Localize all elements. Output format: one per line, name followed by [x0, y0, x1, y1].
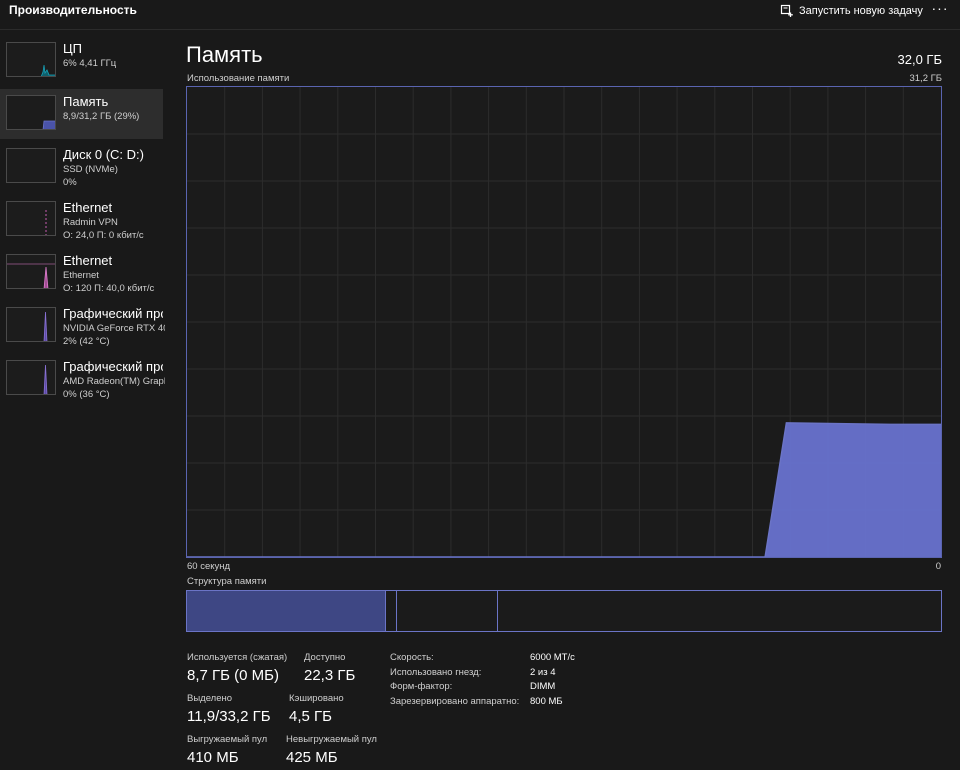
stat-cached: Кэшировано 4,5 ГБ	[289, 693, 344, 725]
more-options-button[interactable]: ···	[931, 0, 949, 16]
sidebar-item-detail: Radmin VPN	[63, 217, 118, 228]
sidebar-item-label: Ethernet	[63, 200, 113, 215]
sidebar-item-memory[interactable]: Память 8,9/31,2 ГБ (29%)	[0, 89, 163, 139]
sidebar-item-detail: 8,9/31,2 ГБ (29%)	[63, 111, 140, 122]
memory-structure-label: Структура памяти	[187, 576, 267, 587]
stat-available: Доступно 22,3 ГБ	[304, 652, 355, 684]
stat-paged-pool: Выгружаемый пул 410 МБ	[187, 734, 267, 766]
sidebar-item-label: ЦП	[63, 41, 82, 56]
gpu-graph-icon	[6, 307, 56, 342]
stat-value: 410 МБ	[187, 749, 239, 766]
property-value: 6000 МТ/с	[530, 652, 575, 663]
property-value: DIMM	[530, 681, 556, 692]
stat-label: Используется (сжатая)	[187, 652, 288, 663]
sidebar: ЦП 6% 4,41 ГГц Память 8,9/31,2 ГБ (29%) …	[0, 36, 168, 407]
section-title: Память	[186, 42, 263, 67]
ethernet-graph-icon	[6, 201, 56, 236]
sidebar-item-detail: SSD (NVMe)	[63, 164, 118, 175]
structure-in-use-segment[interactable]	[187, 591, 386, 631]
graph-max-value: 31,2 ГБ	[909, 73, 942, 84]
structure-standby-segment[interactable]	[397, 591, 499, 631]
sidebar-item-value: О: 120 П: 40,0 кбит/с	[63, 283, 155, 294]
property-value: 800 МБ	[530, 695, 563, 707]
page-title: Производительность	[9, 3, 137, 17]
sidebar-item-cpu[interactable]: ЦП 6% 4,41 ГГц	[0, 36, 163, 86]
cpu-graph-icon	[6, 42, 56, 77]
sidebar-item-detail: Ethernet	[63, 270, 99, 281]
sidebar-item-detail: AMD Radeon(TM) Graphics	[63, 376, 165, 387]
sidebar-item-gpu-1[interactable]: Графический процессор 1 AMD Radeon(TM) G…	[0, 354, 165, 404]
sidebar-item-gpu-0[interactable]: Графический процессор 0 NVIDIA GeForce R…	[0, 301, 165, 351]
memory-structure-bar[interactable]	[186, 590, 942, 632]
memory-usage-chart	[187, 87, 941, 558]
sidebar-item-value: О: 24,0 П: 0 кбит/с	[63, 230, 144, 241]
sidebar-item-disk[interactable]: Диск 0 (C: D:) SSD (NVMe) 0%	[0, 142, 163, 192]
sidebar-item-label: Диск 0 (C: D:)	[63, 147, 144, 162]
property-key: Скорость:	[390, 652, 434, 663]
stat-value: 22,3 ГБ	[304, 667, 356, 684]
property-key: Зарезервировано аппаратно:	[390, 695, 520, 707]
memory-properties: Скорость: 6000 МТ/с Использовано гнезд: …	[390, 652, 640, 710]
gpu-graph-icon	[6, 360, 56, 395]
run-new-task-label: Запустить новую задачу	[799, 5, 923, 17]
memory-usage-graph	[186, 86, 942, 558]
sidebar-item-label: Графический процессор 0	[63, 306, 163, 321]
disk-graph-icon	[6, 148, 56, 183]
stat-in-use: Используется (сжатая) 8,7 ГБ (0 МБ)	[187, 652, 287, 684]
usage-area	[187, 422, 941, 557]
stat-label: Невыгружаемый пул	[286, 734, 377, 745]
stat-value: 425 МБ	[286, 749, 338, 766]
sidebar-item-ethernet-vpn[interactable]: Ethernet Radmin VPN О: 24,0 П: 0 кбит/с	[0, 195, 163, 245]
property-row: Скорость: 6000 МТ/с	[390, 652, 640, 667]
run-new-task-button[interactable]: Запустить новую задачу	[780, 2, 923, 20]
stat-label: Доступно	[304, 652, 346, 663]
sidebar-item-label: Память	[63, 94, 109, 109]
graph-label: Использование памяти	[187, 73, 290, 84]
sidebar-item-value: 2% (42 °C)	[63, 336, 110, 347]
stat-committed: Выделено 11,9/33,2 ГБ	[187, 693, 271, 725]
total-memory: 32,0 ГБ	[897, 52, 942, 67]
memory-graph-icon	[6, 95, 56, 130]
property-row: Форм-фактор: DIMM	[390, 681, 640, 696]
sidebar-item-detail: 6% 4,41 ГГц	[63, 58, 117, 69]
new-task-icon	[780, 4, 793, 17]
stat-label: Кэшировано	[289, 693, 344, 704]
structure-modified-segment[interactable]	[385, 591, 397, 631]
stat-value: 8,7 ГБ (0 МБ)	[187, 667, 279, 684]
stat-label: Выделено	[187, 693, 233, 704]
sidebar-item-ethernet[interactable]: Ethernet Ethernet О: 120 П: 40,0 кбит/с	[0, 248, 163, 298]
property-key: Форм-фактор:	[390, 681, 453, 692]
sidebar-item-label: Ethernet	[63, 253, 113, 268]
sidebar-item-detail: NVIDIA GeForce RTX 4070	[63, 323, 165, 334]
property-row: Зарезервировано аппаратно: 800 МБ	[390, 696, 640, 711]
graph-time-span: 60 секунд	[187, 561, 231, 572]
stat-value: 11,9/33,2 ГБ	[187, 708, 271, 725]
sidebar-item-label: Графический процессор 1	[63, 359, 163, 374]
title-bar: Производительность Запустить новую задач…	[0, 0, 960, 30]
stat-label: Выгружаемый пул	[187, 734, 268, 745]
sidebar-item-value: 0%	[63, 177, 77, 188]
property-key: Использовано гнезд:	[390, 666, 482, 678]
stat-nonpaged-pool: Невыгружаемый пул 425 МБ	[286, 734, 377, 766]
stat-value: 4,5 ГБ	[289, 708, 332, 725]
property-row: Использовано гнезд: 2 из 4	[390, 667, 640, 682]
graph-time-now: 0	[935, 561, 941, 572]
property-value: 2 из 4	[530, 666, 556, 678]
sidebar-item-value: 0% (36 °C)	[63, 389, 110, 400]
ethernet-graph-icon	[6, 254, 56, 289]
